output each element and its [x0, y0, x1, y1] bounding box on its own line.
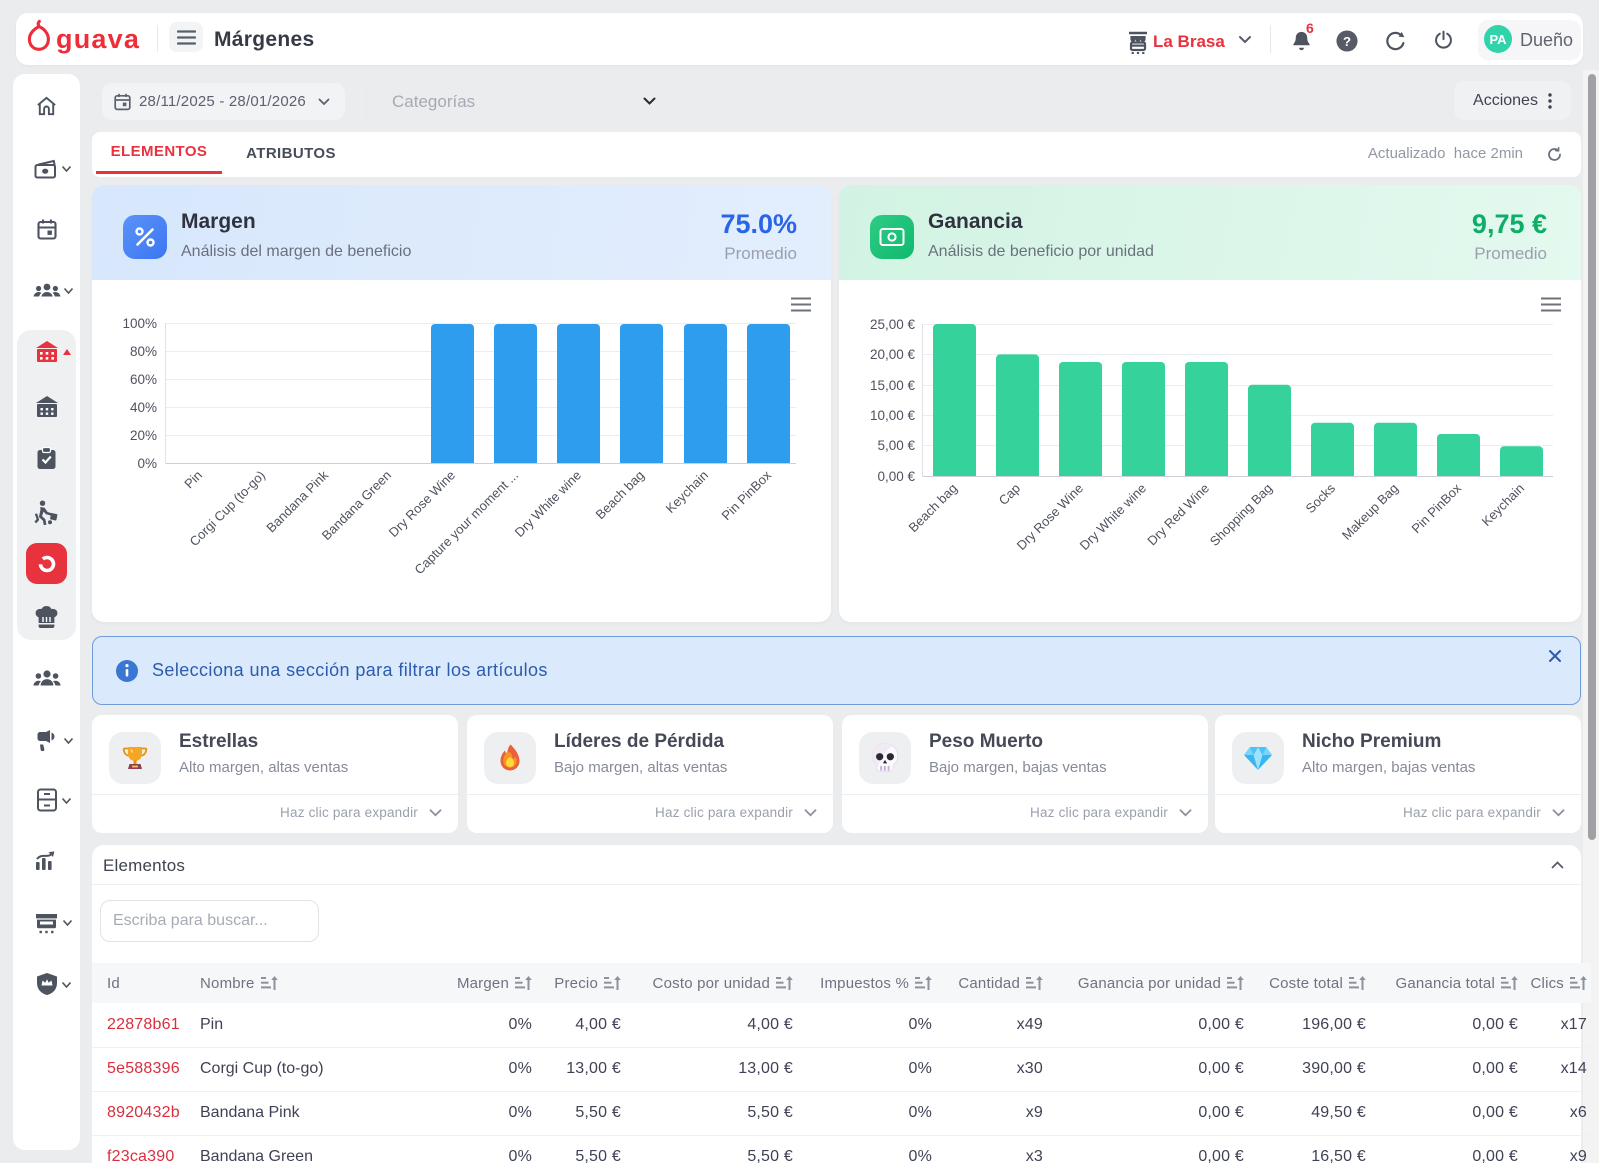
svg-text:Beach bag: Beach bag [906, 481, 961, 536]
svg-text:Cap: Cap [996, 481, 1023, 508]
svg-text:5,00 €: 5,00 € [877, 438, 915, 453]
svg-text:Dry Rose Wine: Dry Rose Wine [386, 468, 458, 540]
svg-text:Shopping Bag: Shopping Bag [1207, 481, 1275, 549]
svg-text:Dry White wine: Dry White wine [512, 468, 584, 540]
svg-text:Beach bag: Beach bag [593, 468, 648, 523]
svg-text:?: ? [1343, 34, 1351, 49]
svg-text:Keychain: Keychain [1479, 481, 1527, 529]
svg-text:20,00 €: 20,00 € [870, 347, 916, 362]
svg-text:Bandana Pink: Bandana Pink [263, 467, 331, 535]
svg-text:10,00 €: 10,00 € [870, 408, 916, 423]
svg-text:20%: 20% [130, 428, 157, 443]
svg-text:80%: 80% [130, 344, 157, 359]
svg-text:Makeup Bag: Makeup Bag [1339, 481, 1401, 543]
svg-text:100%: 100% [122, 316, 157, 331]
svg-text:Dry Rose Wine: Dry Rose Wine [1014, 481, 1086, 553]
svg-text:Capture your moment ...: Capture your moment ... [411, 468, 521, 578]
svg-text:60%: 60% [130, 372, 157, 387]
svg-text:0%: 0% [137, 456, 157, 471]
svg-text:Dry White wine: Dry White wine [1077, 481, 1149, 553]
svg-text:Pin PinBox: Pin PinBox [719, 467, 775, 523]
svg-text:25,00 €: 25,00 € [870, 317, 916, 332]
svg-text:0,00 €: 0,00 € [877, 469, 915, 484]
svg-text:Dry Red Wine: Dry Red Wine [1144, 481, 1212, 549]
svg-text:Keychain: Keychain [663, 468, 711, 516]
svg-text:guava: guava [56, 24, 140, 54]
svg-text:Pin PinBox: Pin PinBox [1409, 480, 1465, 536]
svg-text:15,00 €: 15,00 € [870, 378, 916, 393]
svg-text:Pin: Pin [181, 468, 205, 492]
svg-text:40%: 40% [130, 400, 157, 415]
svg-text:Socks: Socks [1302, 480, 1338, 516]
